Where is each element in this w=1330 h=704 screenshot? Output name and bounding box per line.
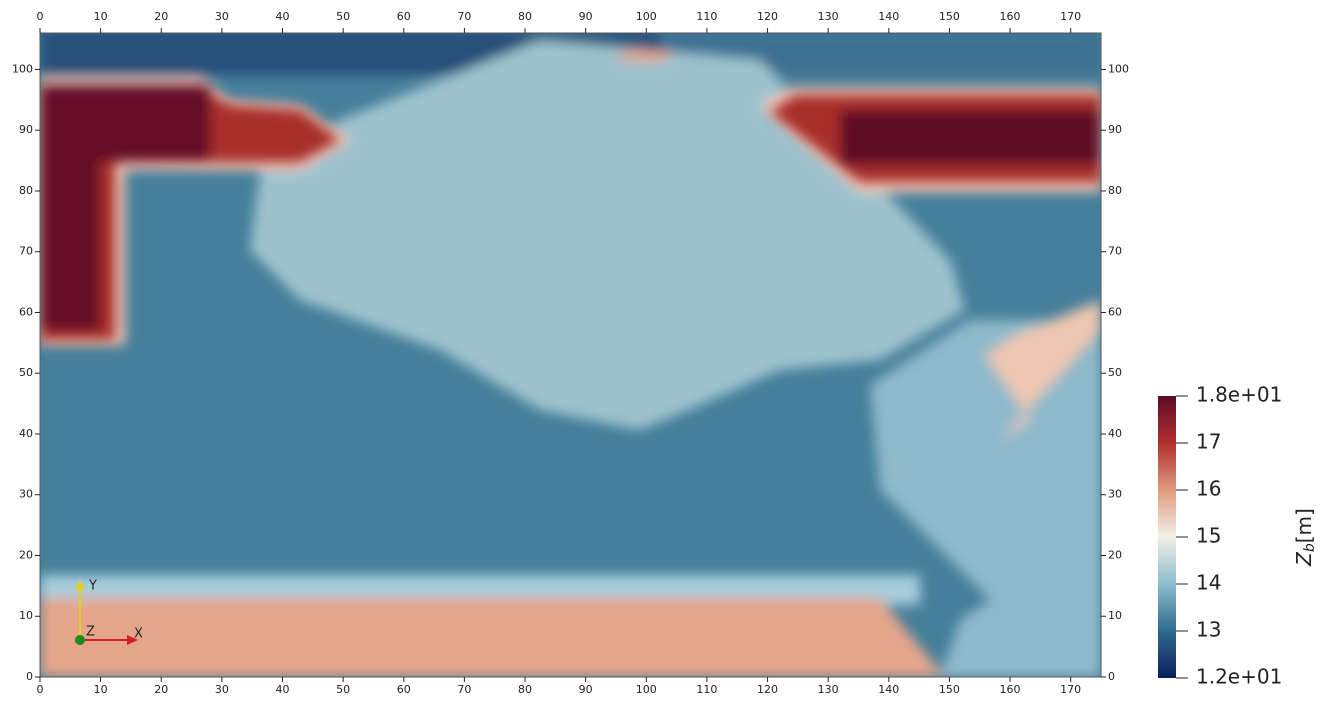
- x-tick-label-top: 160: [1000, 10, 1021, 23]
- colorbar-tick-label: 17: [1196, 430, 1221, 454]
- y-tick-label-left: 40: [19, 427, 33, 440]
- colorbar-tick-label: 1.8e+01: [1196, 383, 1282, 407]
- y-tick-label-right: 50: [1108, 366, 1122, 379]
- colorbar: [1158, 396, 1176, 678]
- x-tick-label-top: 150: [939, 10, 960, 23]
- colorbar-tick-label: 13: [1196, 618, 1221, 642]
- x-tick-label-top: 0: [37, 10, 44, 23]
- x-tick-label-top: 110: [696, 10, 717, 23]
- x-tick-label-bottom: 10: [94, 683, 108, 696]
- y-tick-label-right: 0: [1108, 670, 1115, 683]
- x-tick-label-top: 170: [1060, 10, 1081, 23]
- y-tick-label-left: 30: [19, 488, 33, 501]
- colorbar-symbol: Z: [1292, 551, 1316, 567]
- y-tick-label-right: 60: [1108, 305, 1122, 318]
- y-tick-label-left: 70: [19, 245, 33, 258]
- y-tick-label-right: 80: [1108, 184, 1122, 197]
- x-tick-label-top: 120: [757, 10, 778, 23]
- y-tick-label-right: 10: [1108, 609, 1122, 622]
- x-tick-label-top: 20: [154, 10, 168, 23]
- x-tick-label-bottom: 30: [215, 683, 229, 696]
- x-tick-label-bottom: 170: [1060, 683, 1081, 696]
- y-tick-label-left: 100: [12, 62, 33, 75]
- x-tick-label-bottom: 50: [336, 683, 350, 696]
- field: [40, 33, 1101, 677]
- x-tick-label-bottom: 160: [1000, 683, 1021, 696]
- colorbar-label: Zb[m]: [1292, 508, 1319, 567]
- y-tick-label-left: 10: [19, 609, 33, 622]
- y-tick-label-right: 100: [1108, 62, 1129, 75]
- y-tick-label-right: 40: [1108, 427, 1122, 440]
- x-tick-label-top: 70: [457, 10, 471, 23]
- colorbar-tick-label: 15: [1196, 524, 1221, 548]
- x-tick-label-bottom: 70: [457, 683, 471, 696]
- x-tick-label-bottom: 80: [518, 683, 532, 696]
- x-tick-label-top: 100: [636, 10, 657, 23]
- x-tick-label-bottom: 100: [636, 683, 657, 696]
- x-tick-label-bottom: 60: [397, 683, 411, 696]
- orientation-axes: Y Z X: [75, 579, 143, 645]
- x-tick-label-bottom: 0: [37, 683, 44, 696]
- x-tick-label-top: 130: [818, 10, 839, 23]
- x-tick-label-bottom: 20: [154, 683, 168, 696]
- x-tick-label-bottom: 40: [276, 683, 290, 696]
- x-tick-label-top: 140: [878, 10, 899, 23]
- x-tick-label-bottom: 110: [696, 683, 717, 696]
- x-tick-label-top: 80: [518, 10, 532, 23]
- x-tick-label-bottom: 120: [757, 683, 778, 696]
- colorbar-tick-label: 14: [1196, 571, 1221, 595]
- plot-frame: [39, 32, 1102, 678]
- colorbar-unit: [m]: [1292, 508, 1316, 543]
- y-tick-label-right: 90: [1108, 123, 1122, 136]
- triad-x: X: [134, 627, 143, 642]
- y-tick-label-right: 70: [1108, 245, 1122, 258]
- x-tick-label-bottom: 150: [939, 683, 960, 696]
- x-tick-label-bottom: 140: [878, 683, 899, 696]
- x-tick-label-top: 90: [579, 10, 593, 23]
- y-tick-label-left: 90: [19, 123, 33, 136]
- x-tick-label-top: 30: [215, 10, 229, 23]
- colorbar-tick-label: 1.2e+01: [1196, 665, 1282, 689]
- y-tick-label-left: 80: [19, 184, 33, 197]
- x-tick-label-bottom: 90: [579, 683, 593, 696]
- x-tick-label-top: 10: [94, 10, 108, 23]
- triad-z: Z: [86, 625, 95, 640]
- triad-y: Y: [88, 579, 97, 594]
- x-tick-label-top: 60: [397, 10, 411, 23]
- colorbar-subscript: b: [1302, 543, 1318, 552]
- colorbar-tick-label: 16: [1196, 477, 1221, 501]
- y-tick-label-left: 0: [26, 670, 33, 683]
- y-tick-label-left: 60: [19, 305, 33, 318]
- y-tick-label-left: 20: [19, 548, 33, 561]
- y-tick-label-right: 20: [1108, 548, 1122, 561]
- y-tick-label-right: 30: [1108, 488, 1122, 501]
- y-tick-label-left: 50: [19, 366, 33, 379]
- x-tick-label-bottom: 130: [818, 683, 839, 696]
- x-tick-label-top: 50: [336, 10, 350, 23]
- x-tick-label-top: 40: [276, 10, 290, 23]
